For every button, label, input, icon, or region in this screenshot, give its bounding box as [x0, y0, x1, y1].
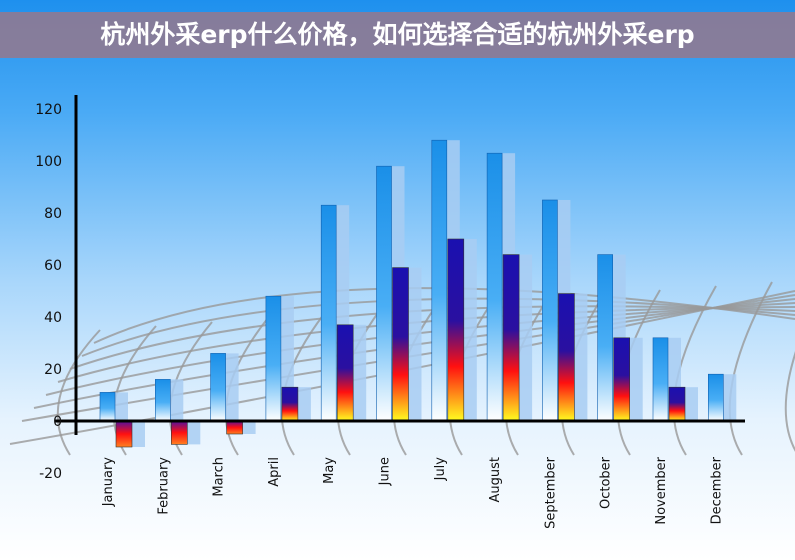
y-tick-label: 120	[35, 102, 62, 118]
bar-shadow	[518, 254, 533, 421]
bar-shadow	[186, 421, 201, 445]
bar-shadow	[352, 324, 367, 421]
bar-shadow	[628, 337, 643, 421]
bar-shadow	[296, 387, 311, 421]
x-tick-label: July	[433, 457, 448, 482]
bar-series1-december	[707, 373, 724, 422]
bar-shadow	[114, 392, 128, 421]
x-tick-label: January	[101, 457, 116, 508]
y-tick-label: 80	[44, 206, 62, 222]
bar-series2-july	[447, 238, 465, 422]
x-tick-label: May	[322, 457, 337, 484]
bar-series2-may	[336, 324, 354, 422]
bar-series2-january	[115, 420, 133, 448]
bar-shadow	[169, 379, 184, 421]
y-tick-label: 100	[35, 154, 62, 170]
bar-shadow	[224, 353, 239, 421]
bar-series2-november	[668, 386, 686, 422]
x-tick-label: September	[543, 456, 558, 529]
bar-series1-august	[486, 152, 503, 422]
bar-series1-january	[99, 392, 116, 422]
x-tick-label: August	[488, 457, 503, 503]
bar-series2-june	[392, 267, 409, 422]
x-tick-label: November	[654, 456, 669, 524]
x-tick-label: February	[156, 457, 171, 515]
bar-series1-april	[265, 295, 282, 422]
bar-series1-july	[431, 139, 448, 422]
bar-series2-march	[226, 420, 243, 435]
x-tick-label: March	[212, 457, 227, 497]
bar-shadow	[131, 421, 145, 447]
y-tick-label: 60	[44, 258, 62, 274]
bar-series1-may	[320, 204, 337, 422]
bar-series1-november	[652, 337, 669, 422]
x-tick-label: April	[267, 457, 282, 487]
grid-line	[56, 329, 101, 456]
y-tick-label: 20	[44, 362, 62, 378]
y-tick-label: -20	[39, 466, 62, 482]
x-tick-label: October	[599, 456, 614, 509]
bar-shadow	[684, 387, 698, 421]
bar-series1-october	[597, 254, 614, 422]
title-banner: 杭州外采erp什么价格，如何选择合适的杭州外采erp	[0, 12, 795, 58]
bar-series1-june	[376, 165, 392, 422]
bar-series2-february	[171, 420, 188, 445]
bar-shadow	[462, 239, 477, 421]
grid-line	[57, 306, 795, 383]
bar-series1-february	[155, 379, 171, 422]
bar-series2-october	[613, 337, 631, 422]
bar-shadow	[407, 267, 422, 421]
bar-shadow	[573, 293, 588, 421]
y-tick-label: 0	[53, 414, 62, 430]
bar-series2-april	[281, 386, 299, 422]
bar-shadow	[241, 421, 256, 434]
bar-series2-august	[502, 254, 520, 422]
bar-shadow	[722, 374, 737, 421]
grid-line	[784, 351, 795, 452]
x-tick-label: June	[378, 457, 393, 486]
bar-series1-september	[542, 199, 558, 422]
bar-series1-march	[210, 353, 226, 422]
grid-line	[93, 287, 795, 344]
grid-line	[69, 305, 795, 370]
x-tick-label: December	[709, 456, 724, 524]
y-tick-label: 40	[44, 310, 62, 326]
bar-series2-september	[558, 293, 575, 422]
